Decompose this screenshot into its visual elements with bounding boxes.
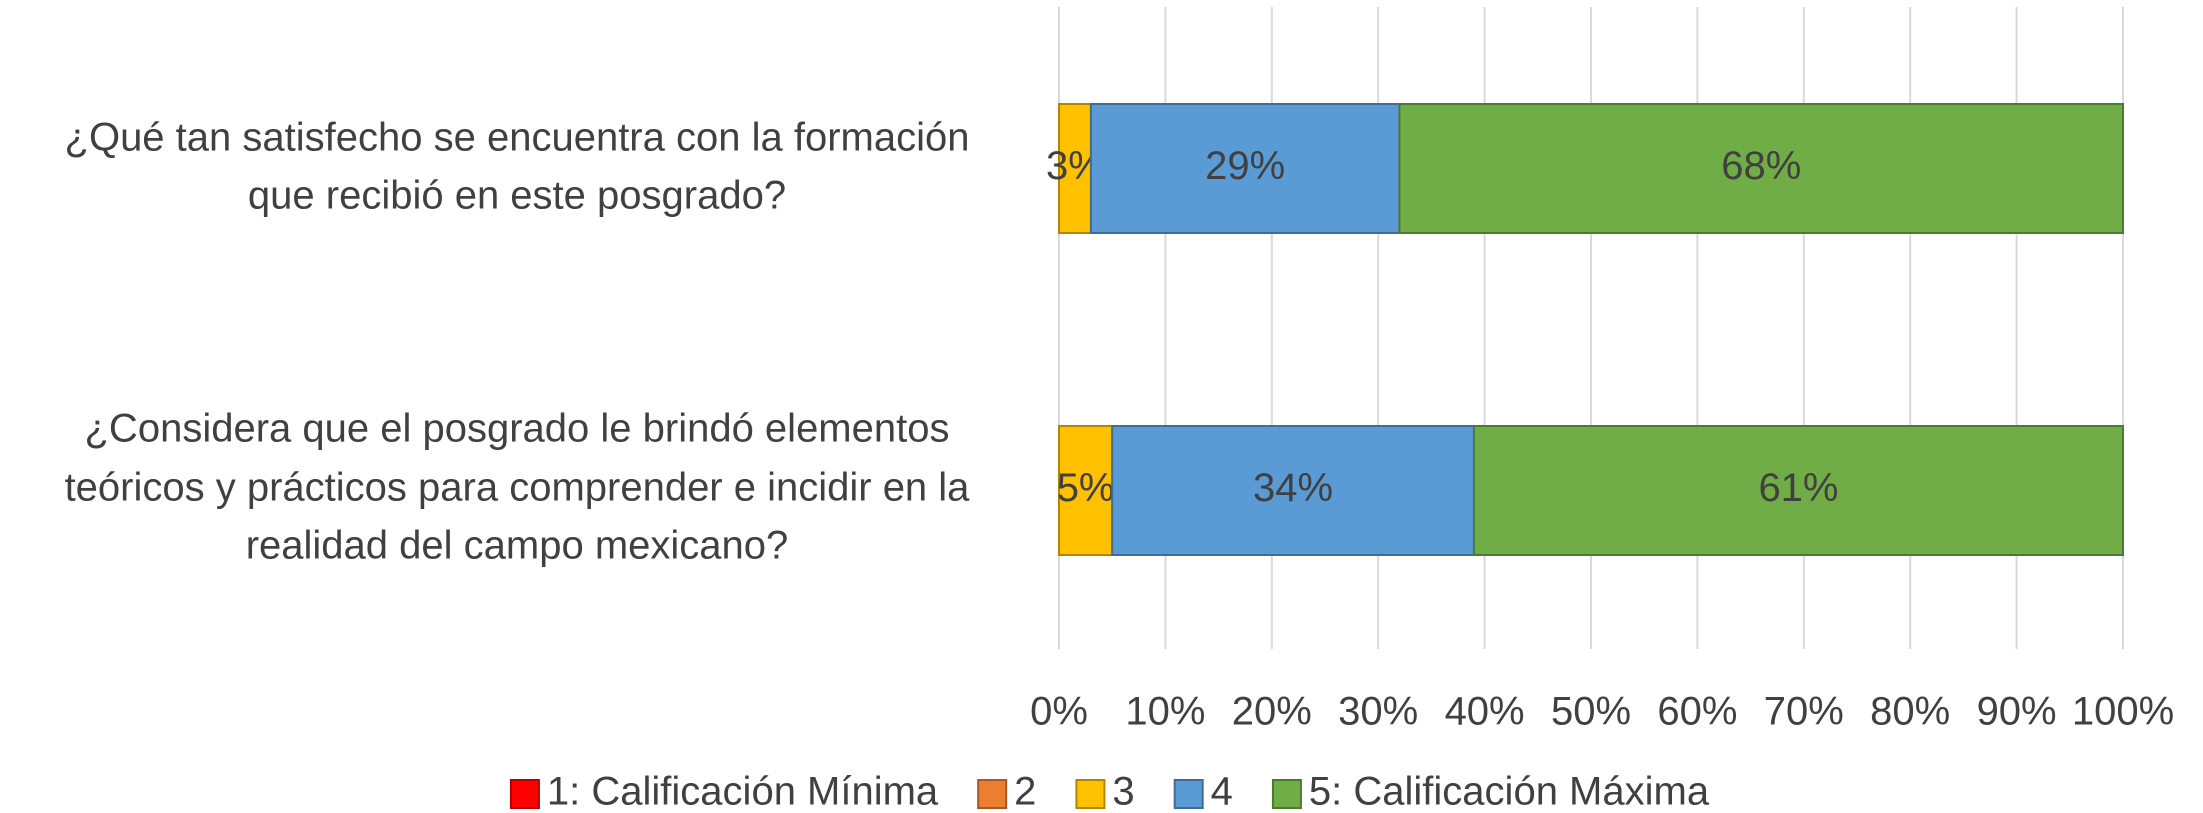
- x-tick-label: 90%: [1977, 690, 2057, 734]
- category-label: que recibió en este posgrado?: [248, 174, 786, 218]
- x-tick-label: 70%: [1764, 690, 1844, 734]
- bar-segment: [1058, 103, 1092, 234]
- data-label: 68%: [1721, 144, 1801, 188]
- x-tick-label: 100%: [2072, 690, 2174, 734]
- x-tick-label: 20%: [1232, 690, 1312, 734]
- legend-label: 3: [1112, 770, 1134, 813]
- legend-label: 2: [1014, 770, 1036, 813]
- x-tick-label: 0%: [1030, 690, 1088, 734]
- legend-swatch: [509, 779, 540, 809]
- x-tick-label: 40%: [1445, 690, 1525, 734]
- x-tick-label: 50%: [1551, 690, 1631, 734]
- bar-segment: [1111, 425, 1475, 556]
- category-label: ¿Considera que el posgrado le brindó ele…: [85, 407, 950, 451]
- data-label: 29%: [1205, 144, 1285, 188]
- bar-segment: [1472, 425, 2124, 556]
- legend-swatch: [977, 779, 1008, 809]
- x-tick-label: 60%: [1657, 690, 1737, 734]
- legend-swatch: [1173, 779, 1204, 809]
- legend-swatch: [1075, 779, 1106, 809]
- legend-swatch: [1271, 779, 1302, 809]
- legend-label: 5: Calificación Máxima: [1309, 770, 1710, 813]
- category-label: ¿Qué tan satisfecho se encuentra con la …: [65, 116, 970, 160]
- data-label: 34%: [1253, 466, 1333, 510]
- category-label: realidad del campo mexicano?: [246, 524, 789, 568]
- legend-label: 1: Calificación Mínima: [547, 770, 939, 813]
- legend-label: 4: [1211, 770, 1233, 813]
- x-tick-label: 30%: [1338, 690, 1418, 734]
- data-label: 5%: [1057, 466, 1115, 510]
- data-label: 61%: [1758, 466, 1838, 510]
- legend: 1: Calificación Mínima 2 3 4 5: Calificación…: [509, 770, 1710, 813]
- bar-segment: [1398, 103, 2124, 234]
- x-tick-label: 10%: [1125, 690, 1205, 734]
- category-label: teóricos y prácticos para comprender e i…: [65, 466, 971, 510]
- x-tick-label: 80%: [1870, 690, 1950, 734]
